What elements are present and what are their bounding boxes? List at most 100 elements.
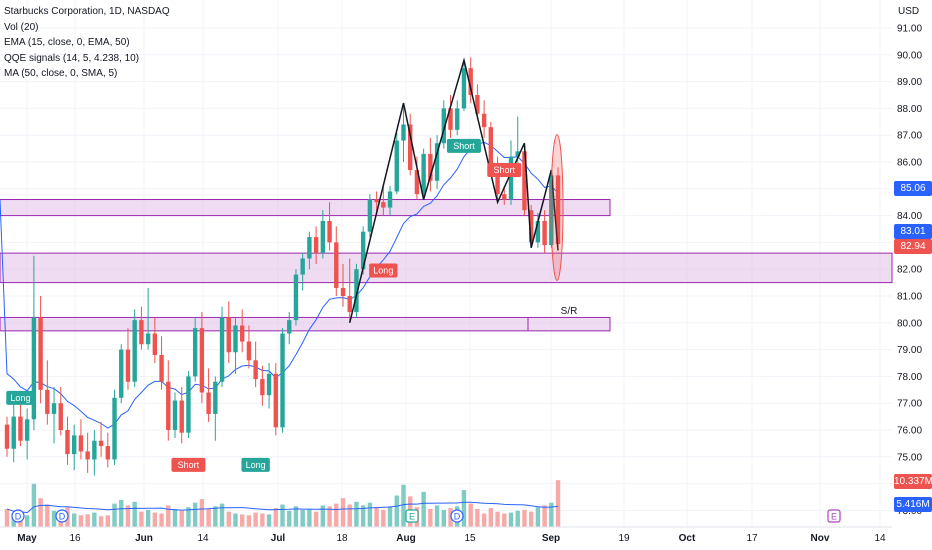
- sr-zone: [0, 199, 611, 217]
- volume-bar: [354, 501, 359, 527]
- candle-body: [488, 127, 494, 168]
- volume-bar: [206, 509, 211, 527]
- candle-body: [24, 419, 30, 441]
- volume-bar: [528, 511, 534, 527]
- volume-bar: [340, 498, 346, 527]
- candle-body: [334, 242, 339, 288]
- sr-zone: [0, 252, 893, 284]
- time-tick-label: Oct: [679, 533, 696, 544]
- volume-bar: [381, 509, 386, 527]
- time-tick-label: May: [17, 533, 37, 544]
- candle-body: [119, 349, 124, 398]
- dividend-marker[interactable]: [450, 509, 464, 523]
- volume-bar: [468, 503, 473, 527]
- candle-body: [522, 151, 527, 211]
- candle-body: [495, 167, 500, 195]
- candle-body: [461, 68, 467, 109]
- time-tick-label: 18: [336, 533, 348, 544]
- volume-bar: [394, 495, 399, 527]
- volume-bar: [24, 515, 30, 527]
- sr-label: S/R: [561, 306, 578, 317]
- candle-body: [273, 373, 278, 428]
- candle-body: [475, 95, 480, 114]
- volume-ma-line: [6, 501, 559, 514]
- price-tick-label: 86.00: [897, 158, 922, 169]
- candle-body: [441, 108, 446, 144]
- price-tick-label: 90.00: [897, 50, 922, 61]
- volume-bar: [38, 498, 43, 527]
- volume-bar: [441, 509, 446, 527]
- signal-badge: [446, 138, 481, 153]
- candle-body: [38, 317, 43, 390]
- volume-bar: [495, 511, 500, 527]
- candle-body: [515, 151, 520, 157]
- volume-bar: [374, 507, 379, 527]
- volume-bar: [266, 514, 272, 527]
- price-tick-label: 75.00: [897, 452, 922, 463]
- candle-body: [313, 237, 319, 254]
- candle-body: [51, 403, 57, 414]
- volume-bar: [226, 511, 231, 527]
- candle-body: [152, 333, 158, 355]
- candle-body: [381, 202, 386, 208]
- time-tick-label: 15: [464, 533, 476, 544]
- candle-body: [226, 317, 231, 353]
- candle-body: [45, 389, 50, 414]
- candle-body: [125, 349, 131, 382]
- price-tick-label: 89.00: [897, 77, 922, 88]
- candle-body: [253, 360, 258, 380]
- volume-bar: [31, 483, 37, 527]
- legend-vol: Vol (20): [4, 21, 39, 33]
- volume-bar: [549, 502, 554, 527]
- candle-body: [434, 143, 440, 181]
- sr-zone: [0, 316, 611, 332]
- volume-bar: [481, 513, 487, 527]
- price-tick-label: 81.00: [897, 292, 922, 303]
- price-tick-label: 82.00: [897, 265, 922, 276]
- volume-ma-polyline: [6, 501, 559, 514]
- volume-bar: [401, 484, 406, 527]
- price-tick-label: 77.00: [897, 399, 922, 410]
- candle-body: [408, 124, 413, 171]
- candle-body: [92, 440, 97, 460]
- price-axis[interactable]: 91.0090.0089.0088.0087.0086.0085.0084.00…: [897, 24, 922, 517]
- volume-bar: [320, 505, 326, 527]
- price-tick-label: 79.00: [897, 345, 922, 356]
- candle-body: [145, 333, 151, 345]
- volume-bar: [4, 509, 10, 527]
- volume-bar: [112, 503, 117, 527]
- volume-bar: [246, 515, 252, 527]
- price-tick-label: 87.00: [897, 131, 922, 142]
- qqe-signals: Long Short Long Long Short Short: [6, 138, 522, 472]
- candle-body: [58, 403, 63, 430]
- volume-bar: [199, 499, 205, 527]
- volume-bar: [166, 505, 171, 527]
- chart-legend[interactable]: Starbucks Corporation, 1D, NASDAQ Vol (2…: [4, 4, 170, 82]
- dividend-marker[interactable]: [55, 509, 69, 523]
- dividend-marker[interactable]: [11, 509, 25, 523]
- event-letter: E: [409, 512, 415, 522]
- volume-bar: [542, 505, 547, 527]
- volume-bar: [428, 509, 433, 527]
- volume-bar: [461, 490, 467, 527]
- candle-body: [179, 400, 184, 433]
- price-tick-label: 84.00: [897, 211, 922, 222]
- candle-body: [206, 392, 211, 414]
- candle-body: [401, 124, 406, 141]
- time-axis[interactable]: May 16 Jun 14 Jul 18 Aug 15 Sep 19 Oct 17 Nov 14: [0, 526, 892, 544]
- time-tick-label: Jul: [271, 533, 286, 544]
- volume-bar: [508, 512, 514, 527]
- candle-body: [455, 108, 460, 130]
- volume-bar: [280, 504, 285, 527]
- time-tick-label: 14: [197, 533, 209, 544]
- candle-body: [555, 175, 561, 245]
- pattern-line: [348, 57, 559, 323]
- legend-qqe: QQE signals (14, 5, 4.238, 10): [4, 52, 140, 64]
- signal-label: Short: [494, 165, 516, 175]
- volume-bar: [300, 509, 305, 527]
- candle-body: [260, 379, 265, 396]
- earnings-marker[interactable]: [405, 509, 419, 523]
- candle-body: [240, 325, 245, 342]
- earnings-marker[interactable]: [827, 509, 841, 523]
